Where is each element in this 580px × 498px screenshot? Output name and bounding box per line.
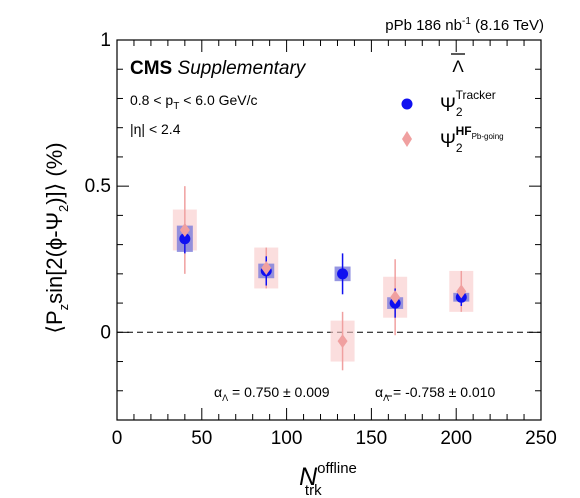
x-axis-ticks: 0 50 100 150 200 250 [112, 40, 557, 449]
y-tick-label: 0.5 [85, 176, 111, 197]
legend-tracker-label: Ψ2Tracker [440, 88, 496, 119]
tracker-point [337, 268, 349, 280]
x-tick-label: 150 [356, 428, 388, 449]
legend: Ψ2Tracker Ψ2HFPb-going [401, 88, 504, 155]
x-tick-label: 0 [112, 428, 123, 449]
legend-hf-marker [402, 131, 412, 147]
tracker-point [179, 233, 191, 245]
legend-hf-label: Ψ2HFPb-going [440, 124, 504, 155]
alpha-lambdabar-label: αΛ = -0.758 ± 0.010 [375, 384, 495, 403]
data-markers [179, 223, 467, 349]
alpha-lambda-label: αΛ = 0.750 ± 0.009 [214, 384, 330, 403]
y-axis-label: ⟨Pzsin[2(ϕ-Ψ2)]⟩ (%) [42, 142, 71, 333]
pt-cut-label: 0.8 < pT < 6.0 GeV/c [130, 92, 258, 112]
legend-tracker-marker [401, 98, 413, 110]
eta-cut-label: |η| < 2.4 [130, 121, 181, 137]
x-tick-label: 50 [191, 428, 212, 449]
x-tick-label: 100 [271, 428, 303, 449]
hf-point [390, 290, 401, 305]
x-axis-label: Noffline trk [299, 460, 357, 498]
hf-point [456, 284, 467, 299]
hf-point [261, 261, 272, 275]
lumi-label: pPb 186 nb-1 (8.16 TeV) [385, 16, 544, 34]
y-tick-label: 0 [100, 322, 111, 343]
x-tick-label: 250 [525, 428, 557, 449]
x-tick-label: 200 [440, 428, 472, 449]
particle-label: Λ [452, 57, 464, 76]
y-tick-label: 1 [100, 30, 111, 51]
cms-label: CMS Supplementary [130, 58, 307, 79]
y-axis-ticks: 00.51 [85, 30, 541, 421]
plot-frame [116, 39, 542, 421]
hf-point [179, 223, 190, 237]
systematic-boxes [172, 209, 474, 362]
hf-point [337, 334, 348, 349]
error-bars [184, 186, 463, 371]
